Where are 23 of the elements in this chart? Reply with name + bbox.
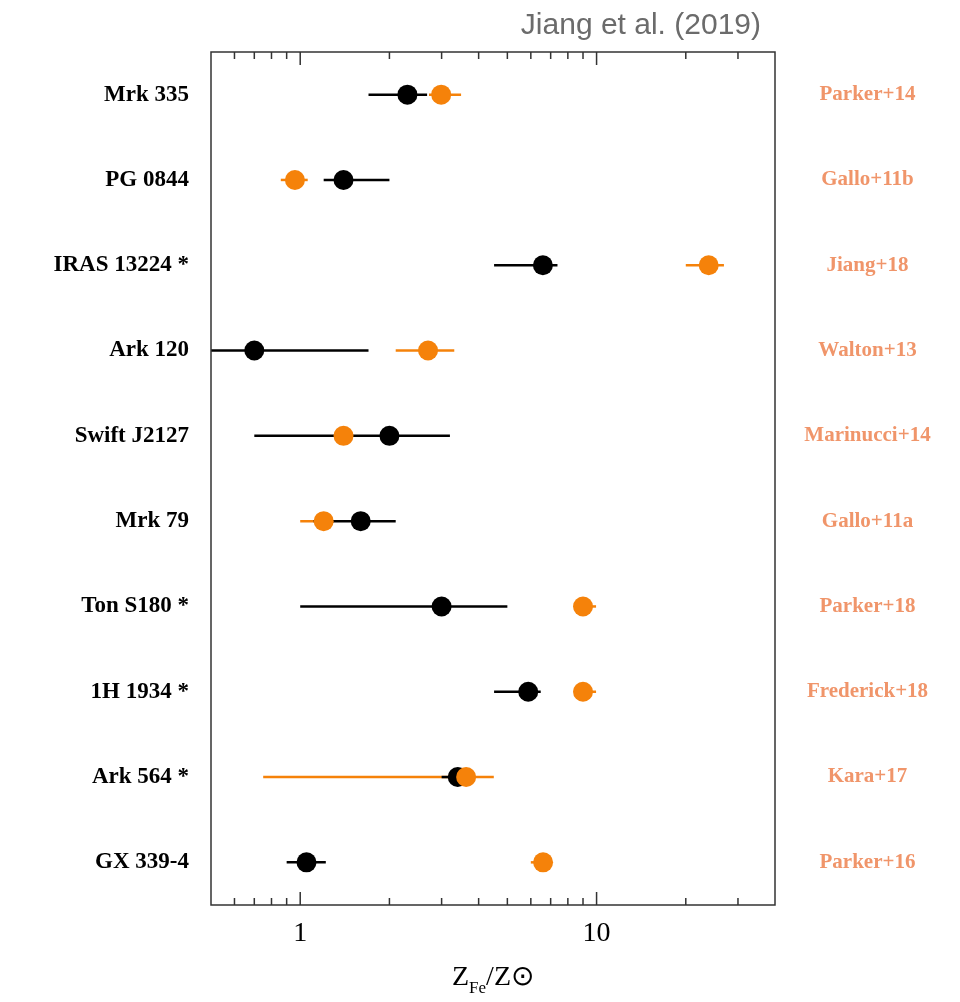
- y-tick-label: GX 339-4: [95, 848, 190, 874]
- text: Jiang+18: [826, 251, 909, 276]
- y-tick-label: PG 0844: [105, 165, 190, 191]
- text: Gallo+11b: [821, 166, 914, 191]
- text: Walton+13: [818, 336, 917, 361]
- y-tick-label: Swift J2127: [74, 421, 189, 447]
- y-tick-label: 1H 1934 *: [90, 677, 189, 703]
- text: Frederick+18: [806, 678, 929, 703]
- text: Marinucci+14: [804, 422, 932, 447]
- chart-title: Jiang et al. (2019): [520, 7, 761, 41]
- text: Gallo+11a: [821, 507, 914, 532]
- text: Parker+14: [819, 81, 916, 106]
- text: Kara+17: [827, 763, 908, 788]
- x-tick-label: 1: [293, 916, 308, 948]
- text: Parker+18: [819, 592, 916, 617]
- x-tick-label: 10: [582, 916, 611, 948]
- y-tick-label: Ton S180 *: [81, 592, 189, 618]
- y-tick-label: Mrk 79: [115, 507, 189, 533]
- y-tick-label: IRAS 13224 *: [53, 251, 189, 277]
- y-tick-label: Ark 564 *: [91, 762, 189, 788]
- text: Parker+16: [819, 848, 916, 873]
- y-tick-label: Mrk 335: [104, 80, 189, 106]
- y-tick-label: Ark 120: [109, 336, 189, 362]
